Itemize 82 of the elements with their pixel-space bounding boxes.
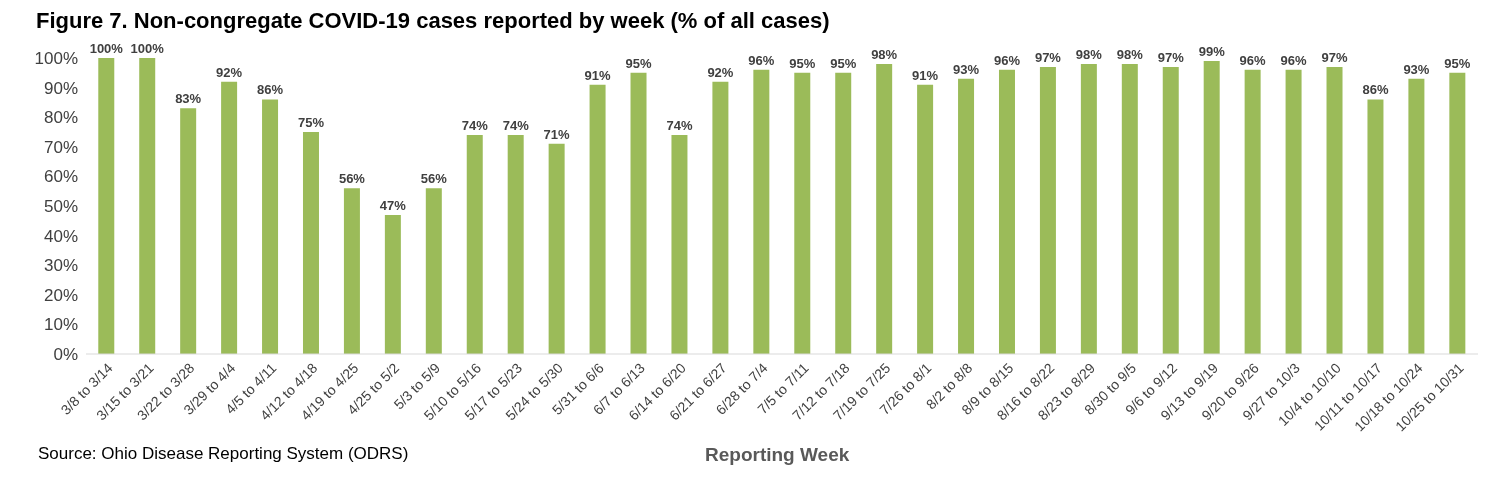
- x-axis-title: Reporting Week: [705, 444, 850, 466]
- y-tick-label: 40%: [43, 226, 78, 246]
- bar: [1039, 66, 1056, 354]
- source-note: Source: Ohio Disease Reporting System (ODRS): [38, 444, 409, 464]
- y-tick-label: 20%: [43, 285, 78, 305]
- bar: [262, 99, 279, 354]
- bar: [917, 84, 934, 354]
- bar: [1203, 60, 1220, 354]
- data-label: 95%: [625, 55, 652, 71]
- bar: [1408, 78, 1425, 354]
- bar: [548, 143, 565, 354]
- bar: [630, 72, 647, 354]
- data-label: 71%: [543, 126, 571, 142]
- data-label: 98%: [1075, 46, 1103, 62]
- data-label: 95%: [1444, 55, 1471, 71]
- data-label: 96%: [1280, 52, 1308, 68]
- bar: [302, 132, 319, 354]
- bar: [1244, 69, 1261, 354]
- bar: [221, 81, 238, 354]
- y-tick-label: 60%: [43, 167, 78, 187]
- data-label: 91%: [912, 67, 939, 83]
- y-tick-label: 30%: [43, 256, 78, 276]
- data-label: 93%: [953, 61, 980, 77]
- data-label: 56%: [338, 171, 366, 187]
- bar: [794, 72, 811, 354]
- data-label: 96%: [993, 52, 1021, 68]
- y-tick-label: 90%: [43, 78, 78, 98]
- data-label: 56%: [420, 171, 448, 187]
- y-tick-label: 80%: [43, 108, 78, 128]
- bar: [876, 63, 893, 354]
- data-label: 96%: [1239, 52, 1267, 68]
- data-label: 86%: [1362, 82, 1389, 98]
- data-label: 99%: [1198, 43, 1226, 59]
- bar: [1449, 72, 1466, 354]
- data-label: 97%: [1321, 49, 1348, 65]
- data-label: 47%: [379, 197, 407, 213]
- bar: [671, 134, 688, 354]
- bar: [1162, 66, 1179, 354]
- bar: [384, 214, 401, 354]
- bar: [589, 84, 606, 354]
- data-label: 97%: [1157, 49, 1185, 65]
- data-label: 98%: [871, 46, 898, 62]
- bar: [753, 69, 770, 354]
- bar: [958, 78, 975, 354]
- bar: [1121, 63, 1138, 354]
- data-label: 83%: [175, 91, 202, 107]
- data-label: 97%: [1034, 49, 1062, 65]
- bar: [1285, 69, 1302, 354]
- data-label: 91%: [584, 67, 612, 83]
- y-tick-label: 50%: [43, 197, 78, 217]
- y-tick-label: 10%: [43, 315, 78, 335]
- data-label: 95%: [830, 55, 857, 71]
- data-label: 98%: [1116, 46, 1144, 62]
- data-label: 74%: [461, 117, 489, 133]
- bar: [712, 81, 729, 354]
- y-tick-label: 100%: [34, 49, 78, 69]
- data-label: 100%: [130, 41, 165, 56]
- bar: [180, 108, 197, 354]
- bar: [343, 188, 360, 354]
- bar: [998, 69, 1015, 354]
- chart-title: Figure 7. Non-congregate COVID-19 cases reported by week (% of all cases): [35, 8, 831, 35]
- data-label: 100%: [89, 41, 124, 56]
- data-label: 95%: [789, 55, 816, 71]
- data-label: 75%: [297, 115, 325, 130]
- data-label: 86%: [257, 82, 284, 98]
- bar: [1326, 66, 1343, 354]
- bar: [1080, 63, 1097, 354]
- data-label: 96%: [748, 52, 775, 68]
- data-label: 74%: [666, 117, 693, 133]
- bar: [1367, 99, 1384, 354]
- bar: [835, 72, 852, 354]
- bar: [425, 188, 442, 354]
- data-label: 92%: [707, 64, 734, 80]
- data-label: 74%: [502, 117, 530, 133]
- y-tick-label: 0%: [53, 345, 78, 365]
- bar: [507, 134, 524, 354]
- data-label: 93%: [1403, 61, 1430, 77]
- bar: [98, 58, 115, 354]
- bar: [139, 58, 156, 354]
- bar: [466, 134, 483, 354]
- data-label: 92%: [216, 64, 243, 80]
- y-tick-label: 70%: [43, 137, 78, 157]
